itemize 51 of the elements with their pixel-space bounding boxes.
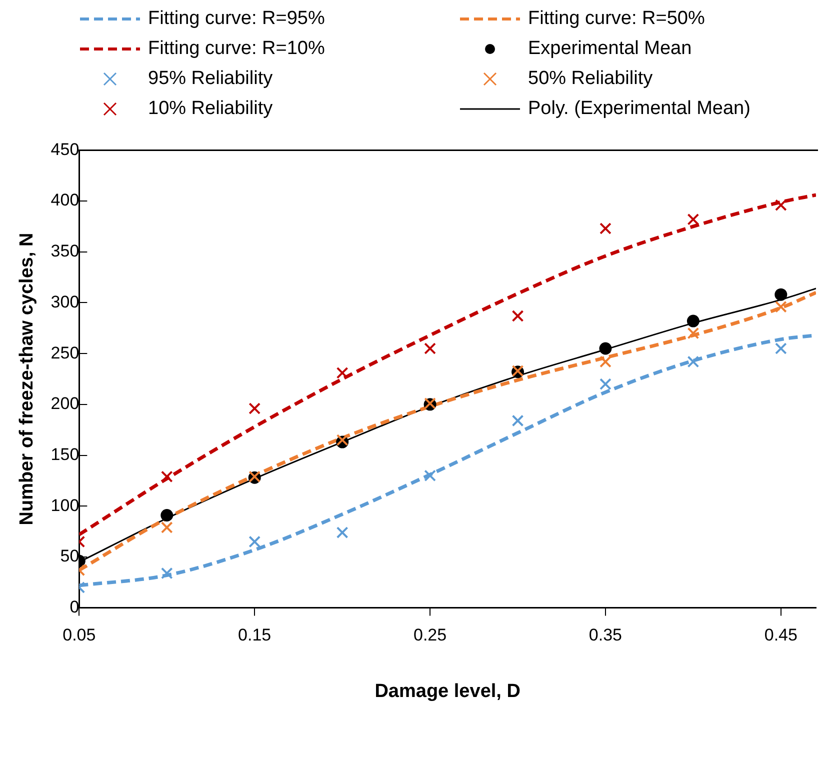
y-tick-label: 100 [50, 496, 80, 515]
legend-label: 50% Reliability [528, 68, 653, 90]
legend-label: Fitting curve: R=50% [528, 8, 705, 30]
x-tick-label: 0.15 [238, 626, 272, 645]
x-tick-label: 0.05 [62, 626, 96, 645]
point [424, 470, 436, 482]
y-tick-label: 300 [50, 292, 80, 312]
point [687, 213, 700, 226]
x-tick-label: 0.45 [764, 626, 798, 645]
legend-label: 95% Reliability [148, 68, 273, 90]
point [774, 199, 787, 212]
point [336, 526, 348, 538]
point [160, 567, 173, 580]
point [512, 414, 524, 427]
point [599, 342, 612, 355]
y-tick-label: 400 [50, 190, 80, 210]
point [248, 536, 261, 548]
y-tick-label: 50 [60, 546, 80, 566]
point [248, 402, 261, 414]
point [336, 366, 348, 379]
point [512, 310, 524, 322]
x-axis-title: Damage level, D [374, 680, 520, 702]
y-tick-label: 450 [50, 140, 80, 159]
line-series [79, 193, 816, 536]
point [160, 509, 174, 522]
y-tick-label: 200 [50, 394, 80, 414]
y-tick-label: 0 [70, 597, 80, 616]
x-tick-label: 0.35 [588, 626, 622, 645]
point [600, 222, 612, 234]
legend-label: Poly. (Experimental Mean) [528, 98, 750, 120]
legend-label: Fitting curve: R=95% [148, 8, 325, 30]
point [160, 470, 173, 483]
x-tick-label: 0.25 [413, 626, 447, 645]
legend-label: 10% Reliability [148, 98, 273, 120]
point [336, 434, 348, 446]
point [160, 522, 173, 534]
point [774, 288, 788, 301]
point [600, 356, 612, 368]
point [424, 342, 436, 354]
legend-label: Fitting curve: R=10% [148, 38, 325, 60]
legend-label: Experimental Mean [528, 38, 692, 60]
point [687, 356, 700, 368]
point [687, 327, 700, 340]
y-tick-label: 250 [50, 343, 80, 362]
y-tick-label: 150 [50, 444, 80, 464]
y-axis-title: Number of freeze-thaw cycles, N [16, 232, 38, 526]
point [774, 342, 787, 354]
y-tick-label: 350 [50, 242, 80, 261]
point [600, 378, 612, 390]
point [686, 314, 700, 328]
point [774, 300, 787, 313]
